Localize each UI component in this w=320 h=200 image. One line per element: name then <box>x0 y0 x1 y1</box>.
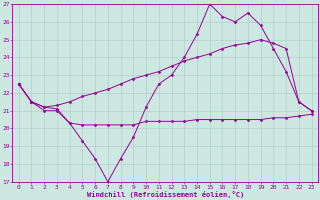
X-axis label: Windchill (Refroidissement éolien,°C): Windchill (Refroidissement éolien,°C) <box>86 191 244 198</box>
